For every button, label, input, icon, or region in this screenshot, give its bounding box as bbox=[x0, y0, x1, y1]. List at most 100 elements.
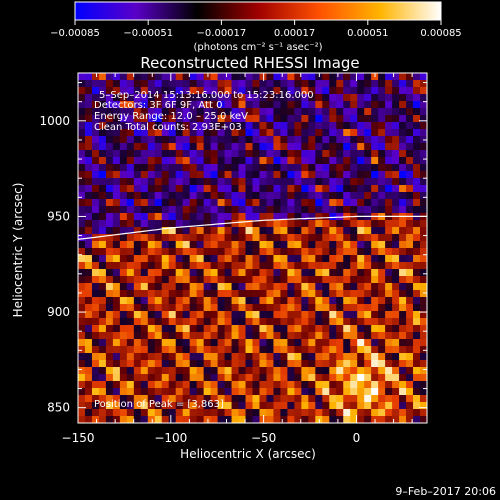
heatmap-cell bbox=[78, 353, 86, 361]
heatmap-cell bbox=[154, 192, 163, 200]
heatmap-cell bbox=[133, 402, 142, 410]
heatmap-cell bbox=[168, 164, 177, 172]
heatmap-cell bbox=[224, 143, 232, 151]
heatmap-cell bbox=[308, 367, 316, 375]
heatmap-cell bbox=[175, 108, 184, 116]
heatmap-cell bbox=[280, 164, 288, 172]
heatmap-cell bbox=[308, 94, 316, 102]
heatmap-cell bbox=[154, 115, 163, 123]
heatmap-cell bbox=[154, 157, 163, 165]
heatmap-cell bbox=[294, 290, 302, 298]
heatmap-cell bbox=[266, 199, 274, 207]
heatmap-cell bbox=[315, 206, 323, 214]
heatmap-cell bbox=[280, 297, 288, 305]
heatmap-cell bbox=[140, 143, 149, 151]
heatmap-cell bbox=[161, 80, 170, 88]
heatmap-cell bbox=[294, 388, 302, 396]
heatmap-cell bbox=[133, 73, 142, 81]
heatmap-cell bbox=[147, 353, 156, 361]
heatmap-cell bbox=[399, 171, 407, 179]
heatmap-cell bbox=[252, 276, 260, 284]
heatmap-cell bbox=[315, 248, 323, 256]
heatmap-cell bbox=[98, 157, 107, 165]
heatmap-cell bbox=[301, 332, 309, 340]
heatmap-cell bbox=[343, 227, 351, 235]
heatmap-cell bbox=[126, 192, 135, 200]
heatmap-cell bbox=[105, 143, 114, 151]
heatmap-cell bbox=[329, 409, 337, 417]
heatmap-cell bbox=[252, 178, 260, 186]
heatmap-cell bbox=[147, 255, 156, 263]
heatmap-cell bbox=[280, 416, 288, 423]
heatmap-cell bbox=[385, 283, 393, 291]
heatmap-cell bbox=[406, 192, 414, 200]
heatmap-cell bbox=[399, 185, 407, 193]
heatmap-cell bbox=[217, 297, 225, 305]
heatmap-cell bbox=[294, 381, 302, 389]
heatmap-cell bbox=[168, 283, 177, 291]
heatmap-cell bbox=[343, 220, 351, 228]
heatmap-cell bbox=[336, 108, 344, 116]
heatmap-cell bbox=[378, 318, 386, 326]
heatmap-cell bbox=[238, 269, 246, 277]
heatmap-cell bbox=[105, 164, 114, 172]
heatmap-cell bbox=[133, 101, 142, 109]
heatmap-cell bbox=[280, 248, 288, 256]
heatmap-cell bbox=[259, 171, 267, 179]
heatmap-cell bbox=[126, 276, 135, 284]
heatmap-cell bbox=[329, 234, 337, 242]
heatmap-cell bbox=[413, 129, 421, 137]
heatmap-cell bbox=[189, 346, 198, 354]
heatmap-cell bbox=[119, 129, 128, 137]
heatmap-cell bbox=[420, 290, 427, 298]
heatmap-cell bbox=[182, 178, 191, 186]
heatmap-cell bbox=[406, 346, 414, 354]
heatmap-cell bbox=[301, 318, 309, 326]
heatmap-cell bbox=[154, 122, 163, 130]
heatmap-cell bbox=[161, 283, 170, 291]
heatmap-cell bbox=[231, 213, 239, 221]
heatmap-cell bbox=[329, 241, 337, 249]
heatmap-cell bbox=[350, 164, 358, 172]
heatmap-cell bbox=[357, 94, 365, 102]
heatmap-cell bbox=[245, 367, 253, 375]
heatmap-cell bbox=[161, 227, 170, 235]
heatmap-cell bbox=[280, 402, 288, 410]
heatmap-cell bbox=[91, 171, 100, 179]
heatmap-cell bbox=[273, 318, 281, 326]
heatmap-cell bbox=[203, 346, 212, 354]
heatmap-cell bbox=[378, 283, 386, 291]
heatmap-cell bbox=[385, 276, 393, 284]
heatmap-cell bbox=[378, 325, 386, 333]
heatmap-cell bbox=[105, 129, 114, 137]
heatmap-cell bbox=[196, 94, 205, 102]
heatmap-cell bbox=[406, 409, 414, 417]
heatmap-cell bbox=[203, 129, 212, 137]
heatmap-cell bbox=[147, 171, 156, 179]
heatmap-cell bbox=[182, 339, 191, 347]
heatmap-cell bbox=[280, 339, 288, 347]
heatmap-cell bbox=[78, 283, 86, 291]
heatmap-cell bbox=[217, 192, 225, 200]
heatmap-cell bbox=[217, 381, 225, 389]
heatmap-cell bbox=[406, 220, 414, 228]
heatmap-cell bbox=[315, 80, 323, 88]
heatmap-cell bbox=[119, 213, 128, 221]
heatmap-cell bbox=[161, 115, 170, 123]
heatmap-cell bbox=[238, 304, 246, 312]
heatmap-cell bbox=[112, 115, 121, 123]
heatmap-cell bbox=[84, 101, 93, 109]
heatmap-cell bbox=[91, 367, 100, 375]
heatmap-cell bbox=[259, 290, 267, 298]
heatmap-cell bbox=[238, 199, 246, 207]
heatmap-cell bbox=[245, 178, 253, 186]
heatmap-cell bbox=[98, 213, 107, 221]
heatmap-cell bbox=[182, 171, 191, 179]
heatmap-cell bbox=[413, 94, 421, 102]
heatmap-cell bbox=[406, 122, 414, 130]
heatmap-cell bbox=[378, 108, 386, 116]
heatmap-cell bbox=[378, 374, 386, 382]
heatmap-cell bbox=[252, 269, 260, 277]
heatmap-cell bbox=[273, 129, 281, 137]
heatmap-cell bbox=[399, 234, 407, 242]
